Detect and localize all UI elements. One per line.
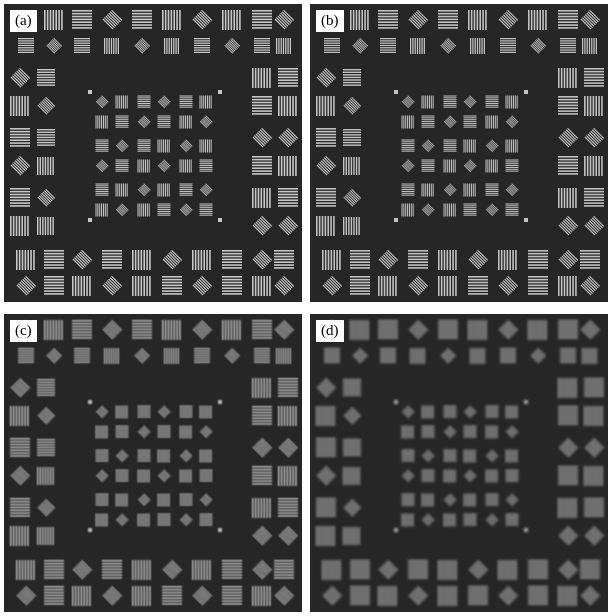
panel-label: (b) — [316, 10, 344, 32]
resolution-target-image — [310, 314, 608, 612]
panel-label: (d) — [316, 320, 344, 342]
panel-d: (d) — [310, 314, 608, 612]
resolution-target-image — [4, 4, 302, 302]
resolution-target-image — [4, 314, 302, 612]
panel-label: (c) — [10, 320, 37, 342]
panel-a: (a) — [4, 4, 302, 302]
panel-b: (b) — [310, 4, 608, 302]
panel-c: (c) — [4, 314, 302, 612]
resolution-target-image — [310, 4, 608, 302]
panel-label: (a) — [10, 10, 37, 32]
